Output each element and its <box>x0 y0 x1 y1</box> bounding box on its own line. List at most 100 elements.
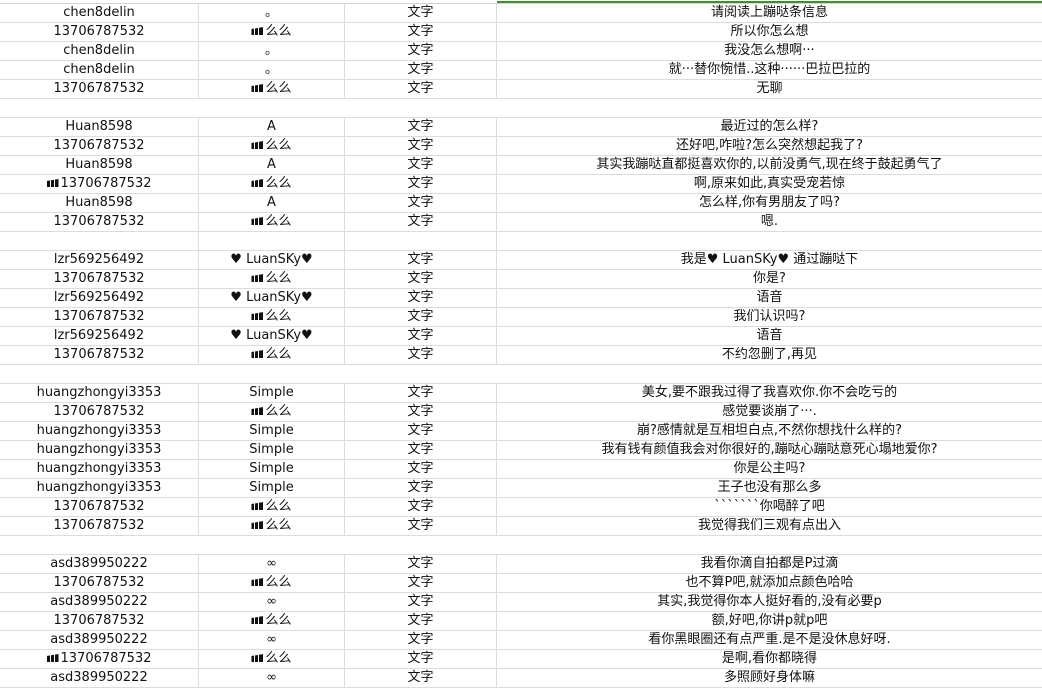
cell-user-id[interactable]: 13706787532 <box>0 213 199 231</box>
cell-message-type[interactable]: 文字 <box>345 251 497 269</box>
cell-message[interactable]: 我们认识吗? <box>497 308 1042 326</box>
cell-message[interactable]: 崩?感情就是互相坦白点,不然你想找什么样的? <box>497 422 1042 440</box>
cell-user-id[interactable]: huangzhongyi3353 <box>0 384 199 402</box>
cell-message[interactable]: 我觉得我们三观有点出入 <box>497 517 1042 535</box>
cell-message[interactable] <box>497 536 1042 554</box>
cell-nickname[interactable]: 么么 <box>199 574 345 592</box>
cell-user-id[interactable]: 13706787532 <box>0 498 199 516</box>
cell-message-type[interactable]: 文字 <box>345 422 497 440</box>
cell-nickname[interactable] <box>199 232 345 250</box>
cell-message[interactable]: 我有钱有颜值我会对你很好的,蹦哒心蹦哒意死心塌地爱你? <box>497 441 1042 459</box>
cell-message[interactable]: ```````你喝醉了吧 <box>497 498 1042 516</box>
cell-message[interactable]: 最近过的怎么样? <box>497 118 1042 136</box>
cell-message-type[interactable]: 文字 <box>345 118 497 136</box>
cell-user-id[interactable]: Huan8598 <box>0 194 199 212</box>
cell-message-type[interactable]: 文字 <box>345 137 497 155</box>
cell-message[interactable]: 我是♥ LuanSKy♥ 通过蹦哒下 <box>497 251 1042 269</box>
cell-user-id[interactable] <box>0 99 199 117</box>
cell-message-type[interactable]: 文字 <box>345 23 497 41</box>
cell-nickname[interactable]: A <box>199 194 345 212</box>
cell-message-type[interactable]: 文字 <box>345 384 497 402</box>
cell-message-type[interactable]: 文字 <box>345 327 497 345</box>
cell-nickname[interactable]: 么么 <box>199 498 345 516</box>
cell-nickname[interactable]: 么么 <box>199 80 345 98</box>
cell-user-id[interactable]: huangzhongyi3353 <box>0 479 199 497</box>
cell-message-type[interactable] <box>345 232 497 250</box>
cell-user-id[interactable]: 13706787532 <box>0 612 199 630</box>
cell-nickname[interactable]: ♥ LuanSKy♥ <box>199 289 345 307</box>
cell-user-id[interactable]: chen8delin <box>0 4 199 22</box>
cell-user-id[interactable]: 13706787532 <box>0 270 199 288</box>
cell-user-id[interactable]: Huan8598 <box>0 156 199 174</box>
cell-user-id[interactable] <box>0 536 199 554</box>
cell-nickname[interactable]: 么么 <box>199 308 345 326</box>
cell-user-id[interactable]: chen8delin <box>0 42 199 60</box>
cell-message-type[interactable]: 文字 <box>345 593 497 611</box>
cell-user-id[interactable]: 13706787532 <box>0 346 199 364</box>
cell-message-type[interactable]: 文字 <box>345 441 497 459</box>
cell-nickname[interactable] <box>199 365 345 383</box>
cell-message[interactable]: 无聊 <box>497 80 1042 98</box>
cell-message[interactable]: 嗯. <box>497 213 1042 231</box>
cell-message-type[interactable]: 文字 <box>345 650 497 668</box>
cell-message[interactable]: 也不算P吧,就添加点颜色哈哈 <box>497 574 1042 592</box>
cell-user-id[interactable]: asd389950222 <box>0 631 199 649</box>
cell-nickname[interactable]: ∞ <box>199 593 345 611</box>
cell-message[interactable]: 你是公主吗? <box>497 460 1042 478</box>
cell-message-type[interactable]: 文字 <box>345 4 497 22</box>
cell-user-id[interactable]: 13706787532 <box>0 137 199 155</box>
cell-message-type[interactable]: 文字 <box>345 156 497 174</box>
cell-user-id[interactable]: 13706787532 <box>0 403 199 421</box>
cell-message-type[interactable]: 文字 <box>345 612 497 630</box>
cell-user-id[interactable]: 13706787532 <box>0 80 199 98</box>
cell-nickname[interactable]: 么么 <box>199 137 345 155</box>
cell-nickname[interactable]: ♥ LuanSKy♥ <box>199 327 345 345</box>
cell-nickname[interactable]: 么么 <box>199 270 345 288</box>
cell-nickname[interactable] <box>199 99 345 117</box>
cell-message[interactable]: 还好吧,咋啦?怎么突然想起我了? <box>497 137 1042 155</box>
cell-message-type[interactable] <box>345 536 497 554</box>
cell-message[interactable]: 语音 <box>497 289 1042 307</box>
cell-message-type[interactable]: 文字 <box>345 80 497 98</box>
cell-nickname[interactable]: 。 <box>199 4 345 22</box>
cell-nickname[interactable]: 么么 <box>199 650 345 668</box>
cell-message[interactable]: 看你黑眼圈还有点严重.是不是没休息好呀. <box>497 631 1042 649</box>
cell-message-type[interactable]: 文字 <box>345 479 497 497</box>
cell-message[interactable]: 请阅读上蹦哒条信息 <box>497 4 1042 22</box>
cell-nickname[interactable]: ∞ <box>199 631 345 649</box>
cell-user-id[interactable]: lzr569256492 <box>0 251 199 269</box>
cell-user-id[interactable]: chen8delin <box>0 61 199 79</box>
cell-message-type[interactable]: 文字 <box>345 631 497 649</box>
cell-user-id[interactable]: 13706787532 <box>0 650 199 668</box>
cell-message-type[interactable]: 文字 <box>345 270 497 288</box>
cell-user-id[interactable]: 13706787532 <box>0 175 199 193</box>
cell-nickname[interactable]: Simple <box>199 460 345 478</box>
cell-nickname[interactable]: A <box>199 156 345 174</box>
cell-message-type[interactable]: 文字 <box>345 42 497 60</box>
cell-message-type[interactable]: 文字 <box>345 498 497 516</box>
cell-message[interactable]: 你是? <box>497 270 1042 288</box>
cell-nickname[interactable]: 么么 <box>199 23 345 41</box>
cell-message[interactable]: 其实我蹦哒直都挺喜欢你的,以前没勇气,现在终于鼓起勇气了 <box>497 156 1042 174</box>
cell-user-id[interactable]: asd389950222 <box>0 555 199 573</box>
cell-nickname[interactable]: 么么 <box>199 517 345 535</box>
cell-message[interactable]: 怎么样,你有男朋友了吗? <box>497 194 1042 212</box>
cell-nickname[interactable]: Simple <box>199 441 345 459</box>
cell-message[interactable]: 啊,原来如此,真实受宠若惊 <box>497 175 1042 193</box>
cell-message-type[interactable] <box>345 365 497 383</box>
cell-nickname[interactable]: A <box>199 118 345 136</box>
cell-message[interactable]: 美女,要不跟我过得了我喜欢你.你不会吃亏的 <box>497 384 1042 402</box>
cell-message[interactable]: 其实,我觉得你本人挺好看的,没有必要p <box>497 593 1042 611</box>
cell-nickname[interactable]: 。 <box>199 42 345 60</box>
cell-user-id[interactable]: huangzhongyi3353 <box>0 460 199 478</box>
cell-nickname[interactable]: 么么 <box>199 213 345 231</box>
cell-message[interactable]: 是啊,看你都晓得 <box>497 650 1042 668</box>
cell-message-type[interactable]: 文字 <box>345 175 497 193</box>
cell-message[interactable] <box>497 232 1042 250</box>
cell-message[interactable]: 王子也没有那么多 <box>497 479 1042 497</box>
cell-message[interactable]: 所以你怎么想 <box>497 23 1042 41</box>
cell-message-type[interactable]: 文字 <box>345 61 497 79</box>
cell-message[interactable]: 我看你滴自拍都是P过滴 <box>497 555 1042 573</box>
cell-user-id[interactable]: 13706787532 <box>0 308 199 326</box>
cell-message-type[interactable]: 文字 <box>345 517 497 535</box>
